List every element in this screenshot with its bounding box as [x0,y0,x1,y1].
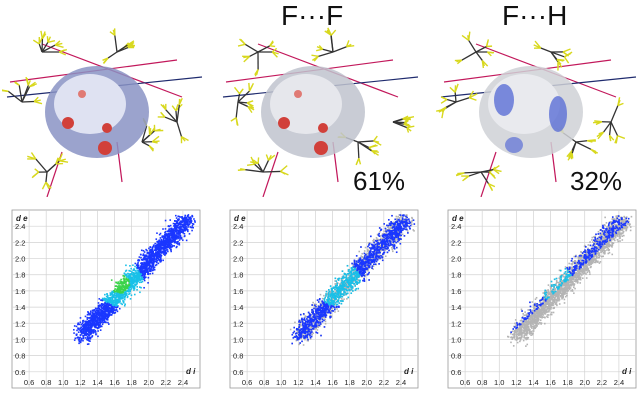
y-tick-label: 2.0 [451,255,461,264]
y-tick-label: 1.4 [451,303,461,312]
y-tick-label: 1.2 [451,319,461,328]
y-axis-label: d e [234,214,246,223]
y-tick-label: 0.6 [15,368,25,377]
y-tick-label: 2.4 [451,222,461,231]
y-axis-label: d e [452,214,464,223]
hirshfeld-surface-f-h [436,31,637,197]
y-tick-label: 1.8 [233,271,243,280]
x-tick-label: 1.4 [92,378,102,387]
y-tick-label: 0.8 [451,352,461,361]
x-tick-label: 1.0 [276,378,286,387]
y-tick-label: 1.4 [15,303,25,312]
x-axis-label: d i [622,367,632,376]
x-tick-label: 1.0 [494,378,504,387]
x-axis-label: d i [404,367,414,376]
x-tick-label: 1.2 [75,378,85,387]
x-tick-label: 0.6 [242,378,252,387]
y-tick-label: 1.4 [233,303,243,312]
x-tick-label: 1.0 [58,378,68,387]
y-tick-label: 1.6 [451,287,461,296]
x-tick-label: 1.2 [293,378,303,387]
y-tick-label: 2.2 [233,238,243,247]
y-tick-label: 2.2 [15,238,25,247]
fingerprint-plot-f-h: 2.4 2.2 2.0 1.8 1.6 1.4 1.2 1.0 0.8 0.60.6 0.8 1.0 1… [447,209,637,389]
y-tick-label: 1.8 [451,271,461,280]
y-tick-label: 0.6 [233,368,243,377]
y-tick-label: 2.4 [233,222,243,231]
x-tick-label: 1.6 [109,378,119,387]
x-tick-label: 1.4 [310,378,320,387]
x-tick-label: 1.2 [511,378,521,387]
x-tick-label: 2.2 [379,378,389,387]
y-tick-label: 1.0 [233,335,243,344]
y-tick-label: 2.4 [15,222,25,231]
x-tick-label: 1.8 [344,378,354,387]
panel-3-percentage: 32% [570,166,623,196]
x-tick-label: 2.0 [580,378,590,387]
x-tick-label: 2.4 [178,378,188,387]
x-tick-label: 2.2 [597,378,607,387]
x-tick-label: 2.0 [144,378,154,387]
hirshfeld-surface-f-f [222,27,419,197]
x-tick-label: 1.8 [562,378,572,387]
x-tick-label: 1.8 [126,378,136,387]
y-tick-label: 1.6 [15,287,25,296]
y-tick-label: 1.2 [233,319,243,328]
x-tick-label: 2.0 [362,378,372,387]
hirshfeld-surface-full [2,28,203,197]
y-tick-label: 2.0 [15,255,25,264]
x-tick-label: 1.6 [327,378,337,387]
x-tick-label: 0.6 [460,378,470,387]
x-tick-label: 2.4 [396,378,406,387]
y-tick-label: 0.6 [451,368,461,377]
x-tick-label: 0.8 [259,378,269,387]
x-tick-label: 0.6 [24,378,34,387]
y-tick-label: 1.8 [15,271,25,280]
panel-3-title: F···H [502,0,568,31]
x-tick-label: 2.4 [614,378,624,387]
y-tick-label: 1.6 [233,287,243,296]
y-tick-label: 0.8 [15,352,25,361]
y-tick-label: 1.2 [15,319,25,328]
y-tick-label: 2.0 [233,255,243,264]
y-tick-label: 2.2 [451,238,461,247]
y-tick-label: 1.0 [15,335,25,344]
x-tick-label: 1.4 [528,378,538,387]
x-axis-label: d i [186,367,196,376]
x-tick-label: 2.2 [161,378,171,387]
fingerprint-plot-f-f: 2.4 2.2 2.0 1.8 1.6 1.4 1.2 1.0 0.8 0.60.6 0.8 1.0 1… [229,209,419,389]
panel-2-percentage: 61% [353,166,406,196]
y-tick-label: 0.8 [233,352,243,361]
panel-2-title: F···F [281,0,344,31]
y-tick-label: 1.0 [451,335,461,344]
x-tick-label: 1.6 [545,378,555,387]
x-tick-label: 0.8 [477,378,487,387]
x-tick-label: 0.8 [41,378,51,387]
fingerprint-plot-full: 2.4 2.2 2.0 1.8 1.6 1.4 1.2 1.0 0.8 0.60.6 0.8 1.0 1… [11,209,201,389]
y-axis-label: d e [16,214,28,223]
